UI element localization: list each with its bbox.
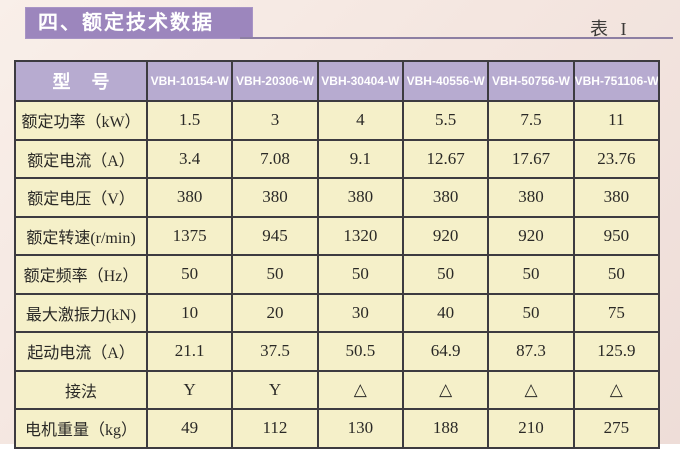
header-row: 型 号 VBH-10154-W VBH-20306-W VBH-30404-W VBH-… [14, 60, 661, 102]
model-header: VBH-751106-W [572, 60, 661, 102]
table-row: 额定频率（Hz） 50 50 50 50 50 50 [14, 254, 661, 295]
value-cell: 49 [145, 408, 234, 449]
row-label: 额定电压（V） [14, 177, 148, 218]
value-cell: 3 [231, 100, 319, 141]
table-row: 额定转速(r/min) 1375 945 1320 920 920 950 [14, 215, 661, 256]
model-header: VBH-50756-W [487, 60, 575, 102]
value-cell: △ [487, 369, 575, 410]
value-cell: 75 [572, 292, 661, 333]
value-cell: 380 [316, 177, 404, 218]
value-cell: △ [401, 369, 490, 410]
model-header: VBH-40556-W [401, 60, 490, 102]
model-header: VBH-20306-W [231, 60, 319, 102]
value-cell: 1.5 [145, 100, 234, 141]
value-cell: 7.08 [231, 138, 319, 179]
value-cell: 50 [231, 254, 319, 295]
spec-table: 型 号 VBH-10154-W VBH-20306-W VBH-30404-W VBH-… [14, 60, 661, 449]
row-label: 额定功率（kW） [14, 100, 148, 141]
value-cell: 9.1 [316, 138, 404, 179]
value-cell: 40 [401, 292, 490, 333]
value-cell: △ [572, 369, 661, 410]
value-cell: 380 [487, 177, 575, 218]
row-label: 起动电流（A） [14, 331, 148, 372]
value-cell: Y [231, 369, 319, 410]
value-cell: 1320 [316, 215, 404, 256]
value-cell: 11 [572, 100, 661, 141]
value-cell: 275 [572, 408, 661, 449]
header-rule [240, 37, 673, 39]
model-header: VBH-10154-W [145, 60, 234, 102]
value-cell: 380 [401, 177, 490, 218]
section-title: 四、额定技术数据 [38, 12, 214, 34]
value-cell: 112 [231, 408, 319, 449]
row-label: 额定频率（Hz） [14, 254, 148, 295]
value-cell: 950 [572, 215, 661, 256]
table-reference-label: 表 I [590, 19, 631, 39]
table-row: 电机重量（kg） 49 112 130 188 210 275 [14, 408, 661, 449]
table-row: 额定电压（V） 380 380 380 380 380 380 [14, 177, 661, 218]
spec-table-body: 额定功率（kW） 1.5 3 4 5.5 7.5 11 额定电流（A） 3.4 7.08 9.1 12… [14, 100, 661, 449]
value-cell: 920 [487, 215, 575, 256]
value-cell: 380 [231, 177, 319, 218]
value-cell: 50 [487, 254, 575, 295]
model-header: VBH-30404-W [316, 60, 404, 102]
row-label: 最大激振力(kN) [14, 292, 148, 333]
value-cell: △ [316, 369, 404, 410]
value-cell: 50 [487, 292, 575, 333]
value-cell: Y [145, 369, 234, 410]
value-cell: 37.5 [231, 331, 319, 372]
value-cell: 7.5 [487, 100, 575, 141]
value-cell: 23.76 [572, 138, 661, 179]
row-label: 电机重量（kg） [14, 408, 148, 449]
row-label: 额定电流（A） [14, 138, 148, 179]
value-cell: 125.9 [572, 331, 661, 372]
value-cell: 210 [487, 408, 575, 449]
value-cell: 1375 [145, 215, 234, 256]
spec-table-head: 型 号 VBH-10154-W VBH-20306-W VBH-30404-W VBH-… [14, 60, 661, 102]
value-cell: 945 [231, 215, 319, 256]
value-cell: 10 [145, 292, 234, 333]
value-cell: 130 [316, 408, 404, 449]
value-cell: 87.3 [487, 331, 575, 372]
value-cell: 188 [401, 408, 490, 449]
value-cell: 50 [572, 254, 661, 295]
value-cell: 380 [572, 177, 661, 218]
section-title-box: 四、额定技术数据 [25, 7, 253, 39]
value-cell: 30 [316, 292, 404, 333]
value-cell: 50.5 [316, 331, 404, 372]
value-cell: 12.67 [401, 138, 490, 179]
value-cell: 20 [231, 292, 319, 333]
value-cell: 50 [401, 254, 490, 295]
table-row: 接法 Y Y △ △ △ △ [14, 369, 661, 410]
value-cell: 50 [145, 254, 234, 295]
row-label: 额定转速(r/min) [14, 215, 148, 256]
value-cell: 4 [316, 100, 404, 141]
table-row: 最大激振力(kN) 10 20 30 40 50 75 [14, 292, 661, 333]
value-cell: 5.5 [401, 100, 490, 141]
value-cell: 21.1 [145, 331, 234, 372]
value-cell: 380 [145, 177, 234, 218]
value-cell: 50 [316, 254, 404, 295]
value-cell: 17.67 [487, 138, 575, 179]
row-label: 接法 [14, 369, 148, 410]
table-row: 额定功率（kW） 1.5 3 4 5.5 7.5 11 [14, 100, 661, 141]
value-cell: 64.9 [401, 331, 490, 372]
value-cell: 920 [401, 215, 490, 256]
value-cell: 3.4 [145, 138, 234, 179]
table-row: 起动电流（A） 21.1 37.5 50.5 64.9 87.3 125.9 [14, 331, 661, 372]
table-row: 额定电流（A） 3.4 7.08 9.1 12.67 17.67 23.76 [14, 138, 661, 179]
model-column-header: 型 号 [14, 60, 148, 102]
